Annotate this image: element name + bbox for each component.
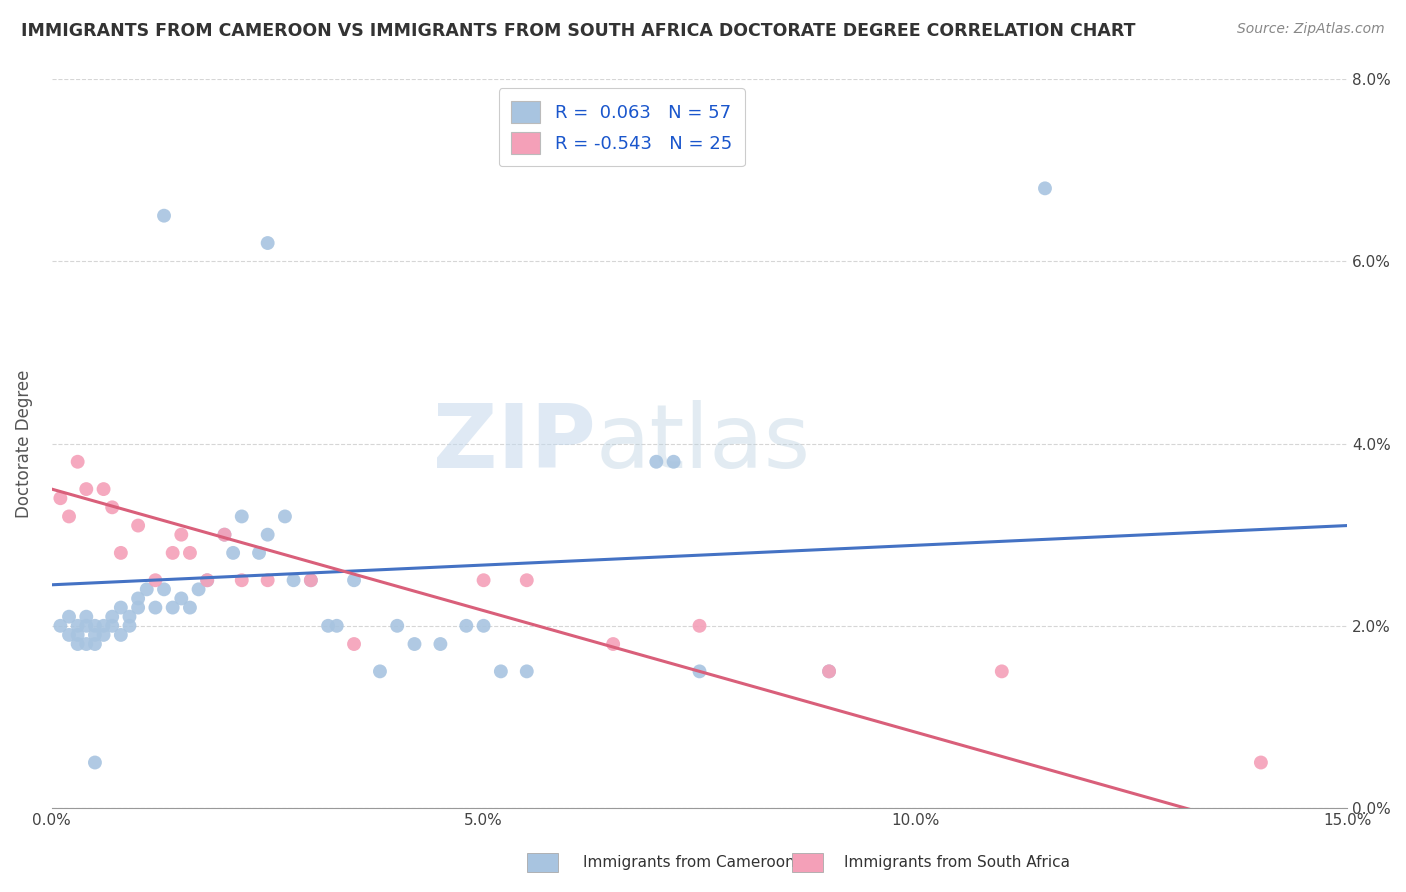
Point bbox=[387, 619, 409, 633]
Point bbox=[231, 509, 253, 524]
Point bbox=[645, 455, 668, 469]
Point bbox=[214, 527, 236, 541]
Point bbox=[84, 628, 107, 642]
Point bbox=[472, 619, 495, 633]
Point bbox=[170, 591, 193, 606]
Point bbox=[472, 573, 495, 587]
Point bbox=[66, 455, 89, 469]
Point bbox=[145, 600, 167, 615]
Point bbox=[58, 509, 80, 524]
Point bbox=[689, 665, 711, 679]
Point bbox=[326, 619, 349, 633]
Point bbox=[343, 573, 366, 587]
Point bbox=[818, 665, 841, 679]
Point bbox=[368, 665, 391, 679]
Point bbox=[66, 637, 89, 651]
Point bbox=[818, 665, 841, 679]
Point bbox=[110, 546, 132, 560]
Point bbox=[127, 600, 149, 615]
Point bbox=[343, 637, 366, 651]
Point bbox=[127, 518, 149, 533]
Point bbox=[179, 600, 201, 615]
Point bbox=[170, 527, 193, 541]
Point bbox=[75, 609, 97, 624]
Point bbox=[299, 573, 322, 587]
Point bbox=[101, 619, 124, 633]
Point bbox=[153, 209, 176, 223]
Point bbox=[118, 619, 141, 633]
Point bbox=[179, 546, 201, 560]
Text: ZIP: ZIP bbox=[433, 400, 596, 487]
Point bbox=[75, 482, 97, 496]
Point bbox=[195, 573, 218, 587]
Point bbox=[1250, 756, 1272, 770]
Text: Source: ZipAtlas.com: Source: ZipAtlas.com bbox=[1237, 22, 1385, 37]
Text: atlas: atlas bbox=[596, 400, 811, 487]
Y-axis label: Doctorate Degree: Doctorate Degree bbox=[15, 369, 32, 517]
Point bbox=[404, 637, 426, 651]
Point bbox=[222, 546, 245, 560]
Text: IMMIGRANTS FROM CAMEROON VS IMMIGRANTS FROM SOUTH AFRICA DOCTORATE DEGREE CORREL: IMMIGRANTS FROM CAMEROON VS IMMIGRANTS F… bbox=[21, 22, 1136, 40]
Point bbox=[84, 756, 107, 770]
Point bbox=[991, 665, 1014, 679]
Point bbox=[429, 637, 451, 651]
Point bbox=[516, 665, 538, 679]
Point bbox=[153, 582, 176, 597]
Point bbox=[283, 573, 305, 587]
Point bbox=[127, 591, 149, 606]
Point bbox=[162, 546, 184, 560]
Point bbox=[256, 573, 278, 587]
Point bbox=[231, 573, 253, 587]
Point bbox=[110, 628, 132, 642]
Point bbox=[49, 619, 72, 633]
Point bbox=[195, 573, 218, 587]
Point bbox=[689, 619, 711, 633]
Point bbox=[274, 509, 297, 524]
Point bbox=[49, 491, 72, 506]
Point bbox=[256, 527, 278, 541]
Point bbox=[75, 619, 97, 633]
Point bbox=[662, 455, 685, 469]
Point bbox=[516, 573, 538, 587]
Point bbox=[75, 637, 97, 651]
Point bbox=[489, 665, 512, 679]
Point bbox=[84, 619, 107, 633]
Point bbox=[214, 527, 236, 541]
Point bbox=[58, 628, 80, 642]
Point bbox=[101, 609, 124, 624]
Point bbox=[316, 619, 339, 633]
Point bbox=[93, 482, 115, 496]
Text: Immigrants from South Africa: Immigrants from South Africa bbox=[844, 855, 1070, 870]
Point bbox=[84, 637, 107, 651]
Point bbox=[135, 582, 157, 597]
Point bbox=[93, 619, 115, 633]
Point bbox=[66, 628, 89, 642]
Point bbox=[1033, 181, 1056, 195]
Legend: R =  0.063   N = 57, R = -0.543   N = 25: R = 0.063 N = 57, R = -0.543 N = 25 bbox=[499, 88, 745, 167]
Point bbox=[299, 573, 322, 587]
Point bbox=[66, 619, 89, 633]
Point bbox=[118, 609, 141, 624]
Point bbox=[247, 546, 270, 560]
Point bbox=[256, 235, 278, 250]
Point bbox=[110, 600, 132, 615]
Point bbox=[162, 600, 184, 615]
Point bbox=[145, 573, 167, 587]
Point bbox=[456, 619, 478, 633]
Point bbox=[58, 609, 80, 624]
Point bbox=[101, 500, 124, 515]
Point bbox=[602, 637, 624, 651]
Point bbox=[187, 582, 209, 597]
Text: Immigrants from Cameroon: Immigrants from Cameroon bbox=[583, 855, 796, 870]
Point bbox=[93, 628, 115, 642]
